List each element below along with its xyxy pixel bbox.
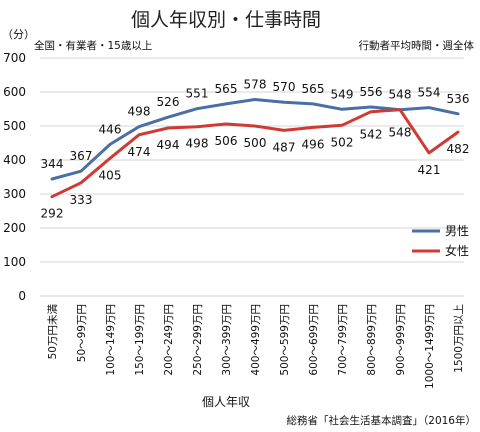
chart-title: 個人年収別・仕事時間 <box>131 9 321 31</box>
data-label-female-6: 506 <box>215 134 238 148</box>
y-tick-0: 0 <box>18 289 26 303</box>
x-tick-0: 50万円未満 <box>47 304 59 360</box>
y-unit-label: （分） <box>2 28 35 41</box>
data-label-female-10: 502 <box>331 135 354 149</box>
legend-label-male: 男性 <box>445 224 469 238</box>
data-label-female-3: 474 <box>128 145 151 159</box>
data-label-male-8: 570 <box>273 80 296 94</box>
data-label-male-13: 554 <box>418 86 441 100</box>
x-axis-ticks: 50万円未満 50～99万円 100～149万円 150～199万円 200～249万円… <box>47 304 465 389</box>
data-label-female-5: 498 <box>186 137 209 151</box>
data-label-female-7: 500 <box>244 136 267 150</box>
x-tick-8: 500～599万円 <box>279 304 291 376</box>
data-label-female-4: 494 <box>157 138 180 152</box>
data-label-male-14: 536 <box>447 92 470 106</box>
x-tick-13: 1000～1499万円 <box>424 304 436 389</box>
x-tick-4: 200～249万円 <box>163 304 175 376</box>
y-tick-400: 400 <box>3 153 26 167</box>
data-label-female-2: 405 <box>99 168 122 182</box>
x-tick-6: 300～399万円 <box>221 304 233 376</box>
data-label-male-0: 344 <box>41 157 64 171</box>
y-tick-700: 700 <box>3 51 26 65</box>
y-tick-300: 300 <box>3 187 26 201</box>
data-label-male-10: 549 <box>331 87 354 101</box>
data-label-male-12: 548 <box>389 88 412 102</box>
series-line-male <box>50 98 460 181</box>
x-tick-12: 900～999万円 <box>395 304 407 376</box>
x-tick-14: 1500万円以上 <box>453 304 465 373</box>
series-line-female <box>50 108 460 199</box>
data-label-female-9: 496 <box>302 137 325 151</box>
data-label-female-8: 487 <box>273 140 296 154</box>
data-label-male-11: 556 <box>360 85 383 99</box>
data-label-female-12: 548 <box>389 126 412 140</box>
data-label-female-13: 421 <box>418 163 441 177</box>
x-tick-3: 150～199万円 <box>134 304 146 376</box>
x-axis-label: 個人年収 <box>202 395 250 409</box>
x-tick-2: 100～149万円 <box>105 304 117 376</box>
y-tick-200: 200 <box>3 221 26 235</box>
data-label-male-2: 446 <box>99 122 122 136</box>
y-axis-ticks: 0 100 200 300 400 500 600 700 <box>3 51 26 303</box>
x-tick-1: 50～99万円 <box>76 304 88 362</box>
data-label-female-0: 292 <box>41 207 64 221</box>
legend-label-female: 女性 <box>445 243 469 258</box>
data-label-male-5: 551 <box>186 87 209 101</box>
data-label-male-9: 565 <box>302 82 325 96</box>
source-note: 総務省「社会生活基本調査」（2016年） <box>287 414 476 427</box>
data-label-female-11: 542 <box>360 128 383 142</box>
data-label-male-6: 565 <box>215 82 238 96</box>
y-tick-100: 100 <box>3 255 26 269</box>
data-label-female-14: 482 <box>447 142 470 156</box>
data-label-female-1: 333 <box>70 193 93 207</box>
x-tick-5: 250～299万円 <box>192 304 204 376</box>
y-tick-500: 500 <box>3 119 26 133</box>
x-tick-9: 600～699万円 <box>308 304 320 376</box>
note-left: 全国・有業者・15歳以上 <box>34 39 152 52</box>
data-label-male-1: 367 <box>70 149 93 163</box>
y-tick-600: 600 <box>3 85 26 99</box>
data-label-male-7: 578 <box>244 77 267 91</box>
series-lines <box>50 98 460 199</box>
note-right: 行動者平均時間・週全体 <box>359 39 475 52</box>
x-tick-11: 800～899万円 <box>366 304 378 376</box>
data-label-male-4: 526 <box>157 95 180 109</box>
x-tick-7: 400～499万円 <box>250 304 262 376</box>
x-tick-10: 700～799万円 <box>337 304 349 376</box>
data-label-male-3: 498 <box>128 105 151 119</box>
data-labels: 344 367 446 498 526 551 565 578 570 565 549 556 548 5… <box>41 77 470 220</box>
